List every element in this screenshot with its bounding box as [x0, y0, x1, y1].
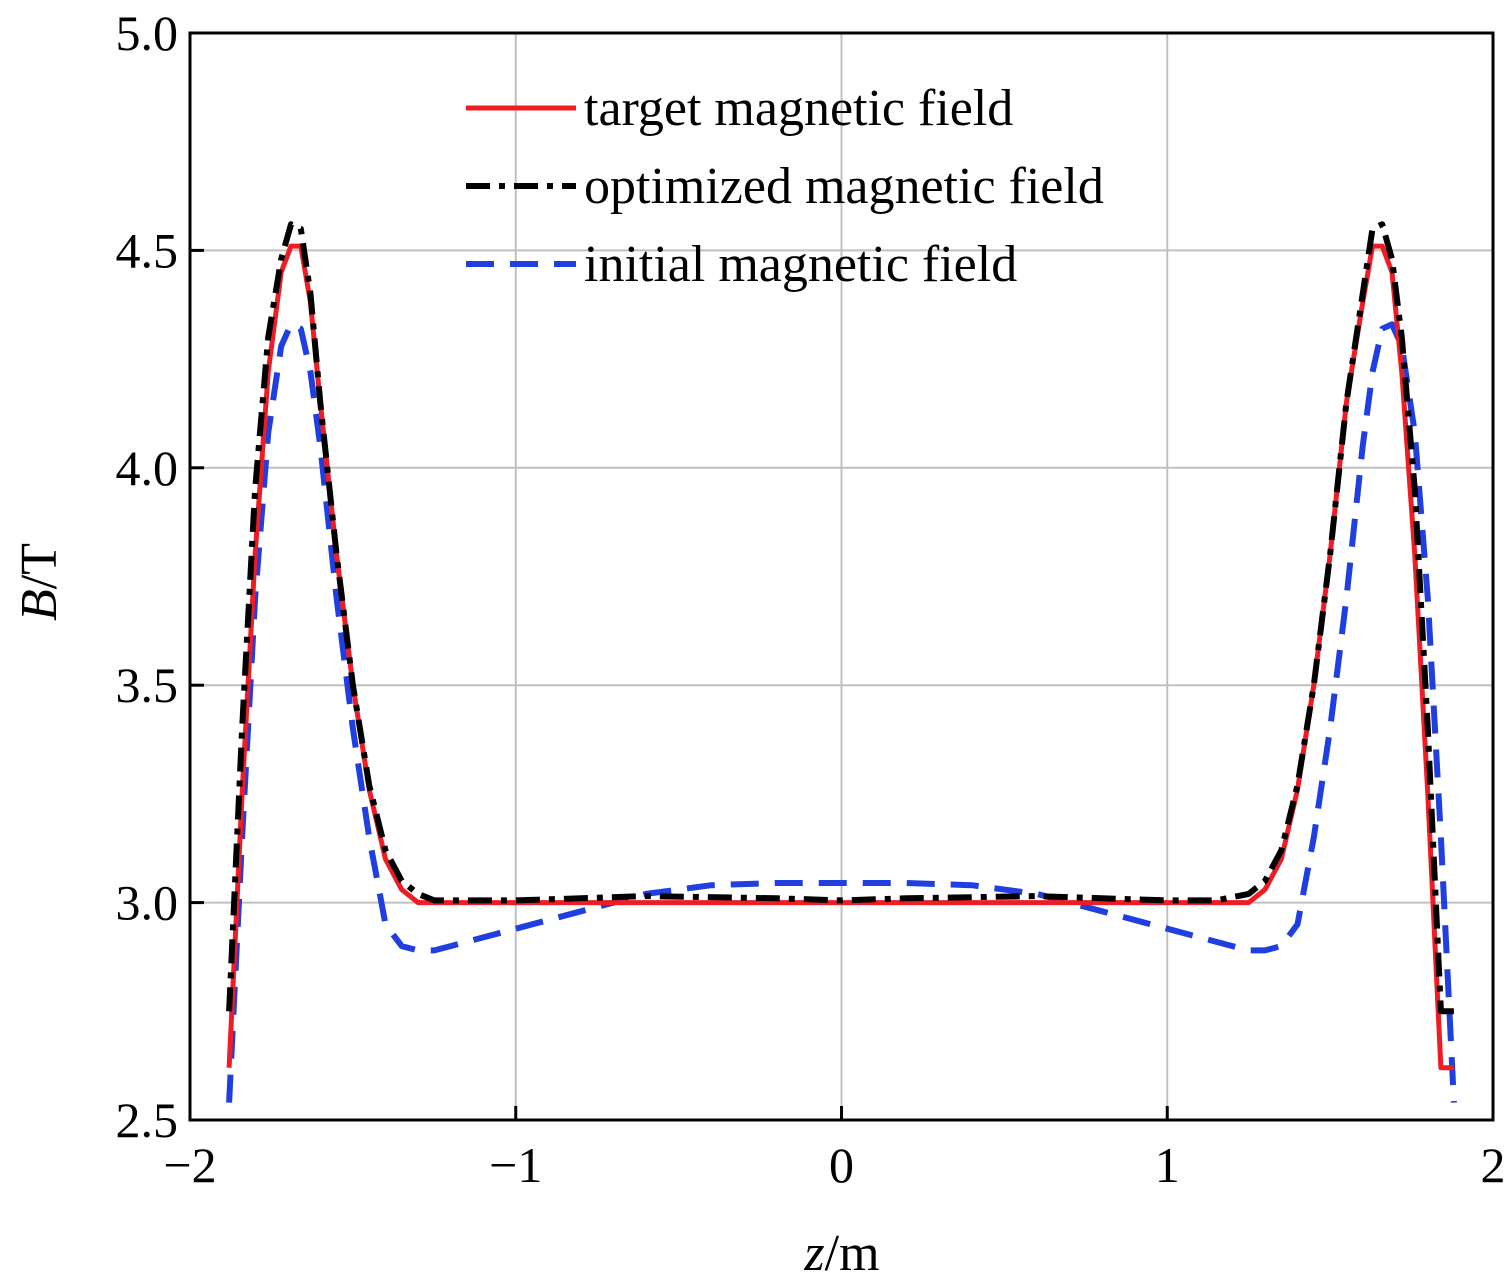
x-tick-label: 1	[1155, 1137, 1180, 1193]
series-line-initial	[226, 321, 1457, 1103]
y-tick-label: 3.5	[116, 657, 179, 713]
series-layer	[226, 221, 1457, 1103]
x-axis-ticks: −2 −1 0 1 2	[163, 1106, 1506, 1193]
x-tick-label: −1	[489, 1137, 542, 1193]
x-axis-title-symbol: z	[803, 1225, 824, 1282]
y-axis-ticks: 2.5 3.0 3.5 4.0 4.5 5.0	[116, 5, 204, 1148]
y-tick-label: 2.5	[116, 1092, 179, 1148]
x-axis-title: z/m	[803, 1225, 879, 1282]
y-axis-title-unit: /T	[11, 543, 68, 589]
legend: target magnetic field optimized magnetic …	[466, 80, 1104, 293]
x-tick-label: 0	[829, 1137, 854, 1193]
legend-label: initial magnetic field	[584, 236, 1017, 293]
x-tick-label: 2	[1481, 1137, 1506, 1193]
y-axis-title: B/T	[11, 543, 68, 621]
y-tick-label: 3.0	[116, 875, 179, 931]
y-tick-label: 4.5	[116, 222, 179, 278]
plot-frame	[188, 31, 1495, 1122]
grid	[190, 33, 1493, 1120]
legend-label: target magnetic field	[584, 80, 1013, 137]
legend-label: optimized magnetic field	[584, 158, 1104, 215]
y-tick-label: 4.0	[116, 440, 179, 496]
y-axis-title-symbol: B	[11, 589, 68, 621]
x-axis-title-unit: /m	[825, 1225, 880, 1282]
x-tick-label: −2	[163, 1137, 216, 1193]
y-tick-label: 5.0	[116, 5, 179, 61]
series-line-optimized	[226, 221, 1454, 1015]
